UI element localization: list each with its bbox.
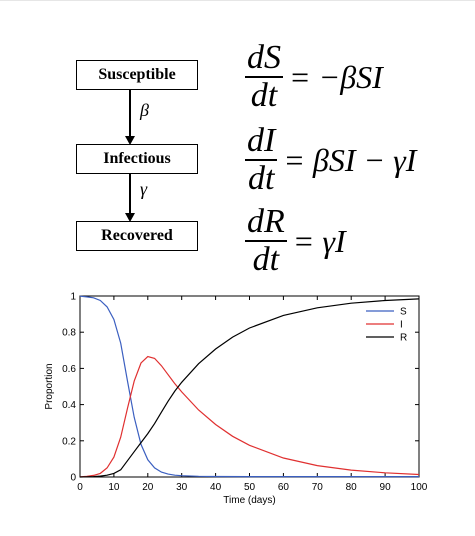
- x-tick-label: 20: [142, 482, 154, 493]
- y-tick-label: 1: [70, 292, 76, 303]
- x-tick-label: 90: [380, 482, 392, 493]
- x-tick-label: 100: [411, 482, 428, 493]
- eq-ds-numerator: dS: [245, 39, 283, 78]
- eq-di-denominator: dt: [247, 160, 275, 197]
- rate-gamma: γ: [140, 179, 148, 199]
- series-line-s: [79, 295, 419, 478]
- x-tick-label: 0: [77, 482, 83, 493]
- equation-di: dI dt = βSI − γI: [245, 123, 416, 197]
- eq-dr-rhs: = γI: [292, 222, 346, 259]
- x-axis-label: Time (days): [223, 495, 275, 506]
- series-line-i: [79, 355, 420, 478]
- y-tick-label: 0.8: [62, 328, 76, 339]
- y-axis-label: Proportion: [44, 363, 55, 409]
- rate-beta: β: [140, 100, 149, 120]
- susceptible-box: Susceptible: [76, 60, 198, 90]
- arrow-i-to-r: [129, 174, 131, 215]
- legend-label-i: I: [400, 320, 403, 331]
- plot-area: 0 10 20 30 40 50 60 70 80 90 100 0 0.2 0.4 0.6 0.8 1 Time…: [44, 292, 428, 507]
- arrowhead-s-to-i: [125, 136, 135, 145]
- series-line-r: [79, 298, 420, 478]
- x-tick-label: 30: [176, 482, 188, 493]
- infectious-box: Infectious: [76, 144, 198, 174]
- eq-ds-rhs: = −βSI: [289, 58, 383, 95]
- x-tick-label: 80: [346, 482, 358, 493]
- legend-label-s: S: [400, 307, 407, 318]
- axes-box: [79, 295, 420, 478]
- x-tick-label: 40: [210, 482, 222, 493]
- legend-label-r: R: [400, 333, 407, 344]
- eq-ds-denominator: dt: [250, 77, 278, 114]
- x-tick-label: 10: [108, 482, 120, 493]
- equation-dr: dR dt = γI: [245, 204, 346, 278]
- arrow-s-to-i: [129, 90, 131, 138]
- x-tick-label: 70: [312, 482, 324, 493]
- y-tick-label: 0.2: [62, 436, 76, 447]
- eq-di-rhs: = βSI − γI: [283, 141, 417, 178]
- y-tick-label: 0.4: [62, 400, 76, 411]
- recovered-box: Recovered: [76, 221, 198, 251]
- x-tick-label: 60: [278, 482, 290, 493]
- arrowhead-i-to-r: [125, 213, 135, 222]
- y-tick-label: 0.6: [62, 364, 76, 375]
- y-tick-label: 0: [70, 473, 76, 484]
- eq-dr-denominator: dt: [252, 241, 280, 278]
- equation-ds: dS dt = −βSI: [245, 40, 383, 114]
- x-tick-label: 50: [244, 482, 256, 493]
- eq-di-numerator: dI: [245, 122, 278, 161]
- eq-dr-numerator: dR: [245, 203, 287, 242]
